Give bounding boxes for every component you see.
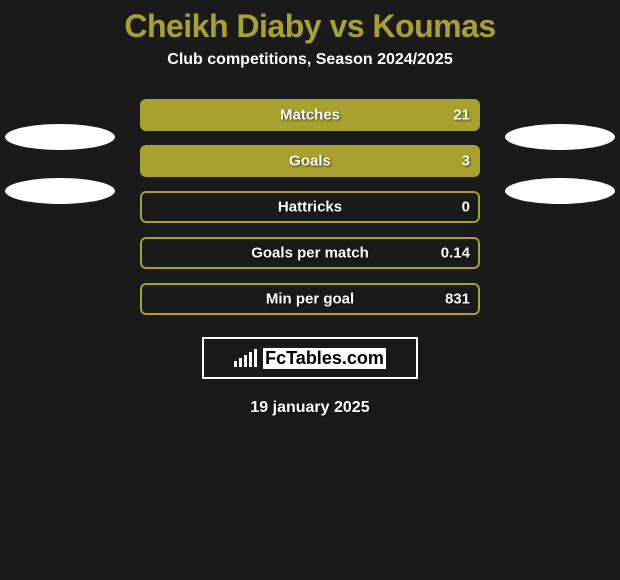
stat-row: Hattricks 0 <box>140 191 480 223</box>
stat-rows: Matches 21 Goals 3 Hattricks 0 Goals per match… <box>140 99 480 315</box>
stat-value: 0.14 <box>441 245 470 262</box>
stat-value: 831 <box>445 291 470 308</box>
logo-bar <box>254 349 257 367</box>
player-oval <box>505 124 615 150</box>
player-oval <box>5 178 115 204</box>
stat-label: Matches <box>280 107 340 124</box>
fctables-logo: FcTables.com <box>202 337 418 379</box>
page-title: Cheikh Diaby vs Koumas <box>0 0 620 51</box>
logo-bar <box>249 352 252 367</box>
stat-value: 0 <box>462 199 470 216</box>
stat-label: Min per goal <box>266 291 354 308</box>
stat-value: 3 <box>462 153 470 170</box>
subtitle: Club competitions, Season 2024/2025 <box>0 51 620 99</box>
stat-row: Matches 21 <box>140 99 480 131</box>
logo-bar <box>239 358 242 367</box>
stat-label: Goals <box>289 153 331 170</box>
player-oval <box>5 124 115 150</box>
stat-row: Goals per match 0.14 <box>140 237 480 269</box>
stat-label: Hattricks <box>278 199 342 216</box>
stat-row: Goals 3 <box>140 145 480 177</box>
date-label: 19 january 2025 <box>0 399 620 417</box>
logo-bar <box>234 361 237 367</box>
stat-value: 21 <box>453 107 470 124</box>
logo-text: FcTables.com <box>263 348 386 369</box>
comparison-widget: Cheikh Diaby vs Koumas Club competitions… <box>0 0 620 417</box>
logo-bar <box>244 355 247 367</box>
stat-row: Min per goal 831 <box>140 283 480 315</box>
player-oval <box>505 178 615 204</box>
logo-bars-icon <box>234 349 257 367</box>
stat-label: Goals per match <box>251 245 369 262</box>
